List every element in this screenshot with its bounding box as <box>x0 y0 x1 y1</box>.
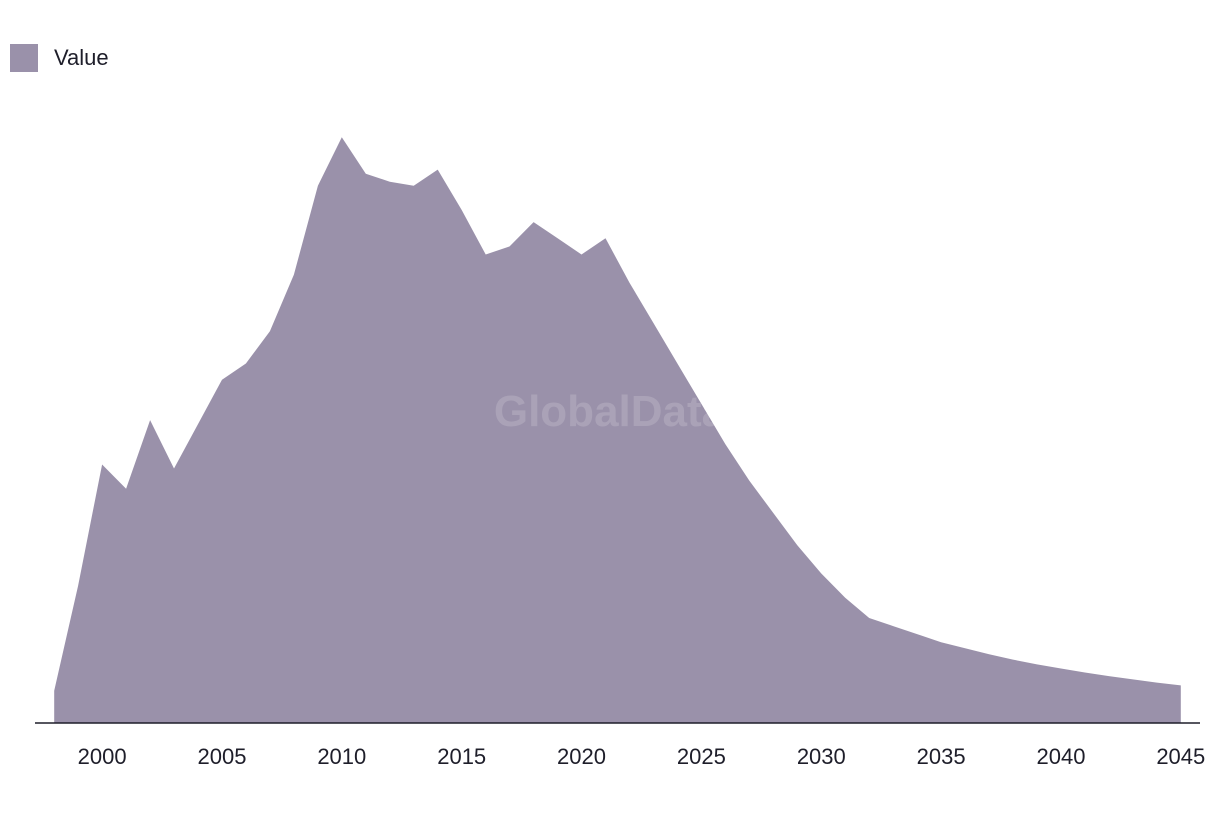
x-tick-label: 2045 <box>1156 744 1205 769</box>
x-tick-label: 2020 <box>557 744 606 769</box>
x-tick-label: 2015 <box>437 744 486 769</box>
x-tick-label: 2010 <box>317 744 366 769</box>
legend-swatch <box>10 44 38 72</box>
series-area-value <box>54 137 1181 724</box>
legend-label: Value <box>54 45 109 70</box>
watermark: GlobalData <box>494 387 727 436</box>
area-layer <box>54 137 1181 724</box>
x-tick-label: 2035 <box>917 744 966 769</box>
x-tick-label: 2030 <box>797 744 846 769</box>
x-tick-labels: 2000 2005 2010 2015 2020 2025 2030 2035 2040 2045 <box>78 744 1206 769</box>
x-tick-label: 2025 <box>677 744 726 769</box>
x-tick-label: 2040 <box>1037 744 1086 769</box>
legend: Value <box>10 44 109 72</box>
x-tick-label: 2000 <box>78 744 127 769</box>
x-tick-label: 2005 <box>198 744 247 769</box>
